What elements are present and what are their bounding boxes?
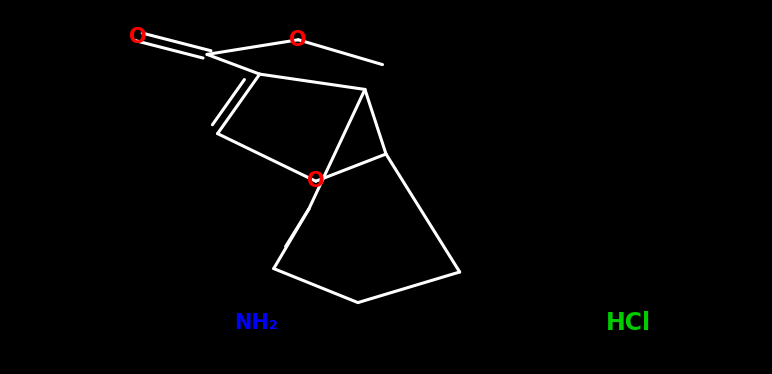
Text: O: O bbox=[290, 30, 307, 50]
Text: O: O bbox=[307, 171, 325, 191]
Text: HCl: HCl bbox=[605, 311, 651, 335]
Text: NH₂: NH₂ bbox=[234, 313, 278, 333]
Text: O: O bbox=[130, 27, 147, 47]
